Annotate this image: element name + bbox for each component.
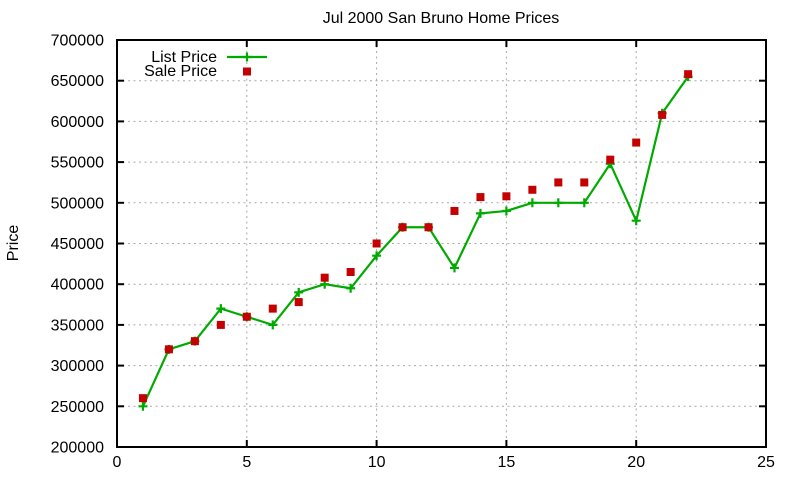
x-tick-label: 20 bbox=[627, 454, 645, 471]
y-tick-label: 450000 bbox=[51, 236, 104, 253]
cross-marker bbox=[631, 216, 641, 226]
axis-ticks bbox=[116, 39, 767, 448]
cross-marker bbox=[501, 206, 511, 216]
square-marker bbox=[580, 178, 589, 187]
list-price-line bbox=[141, 75, 690, 407]
cross-marker bbox=[268, 320, 278, 330]
legend-label-sale-price: Sale Price bbox=[144, 63, 217, 80]
square-marker bbox=[268, 304, 277, 313]
square-marker bbox=[398, 223, 407, 232]
legend-cross-sample bbox=[242, 52, 252, 62]
square-marker bbox=[320, 273, 329, 282]
square-marker bbox=[632, 138, 641, 147]
square-marker bbox=[684, 70, 693, 79]
square-marker bbox=[294, 298, 303, 307]
cross-marker bbox=[449, 263, 459, 273]
square-marker bbox=[216, 320, 225, 329]
square-marker bbox=[502, 192, 511, 201]
y-tick-label: 250000 bbox=[51, 399, 104, 416]
y-axis-label: Price bbox=[5, 225, 22, 262]
y-tick-label: 700000 bbox=[51, 33, 104, 50]
square-marker bbox=[658, 110, 667, 119]
plot-area: 200000 250000 300000 350000 400000 450000 5000… bbox=[51, 33, 775, 472]
x-tick-label: 5 bbox=[242, 454, 251, 471]
cross-marker bbox=[553, 198, 563, 208]
square-marker bbox=[242, 312, 251, 321]
tick-labels: 200000 250000 300000 350000 400000 450000 5000… bbox=[51, 33, 775, 472]
y-tick-label: 200000 bbox=[51, 440, 104, 457]
cross-marker bbox=[294, 287, 304, 297]
square-marker bbox=[346, 267, 355, 276]
cross-marker bbox=[475, 208, 485, 218]
cross-marker bbox=[138, 401, 148, 411]
y-tick-label: 650000 bbox=[51, 73, 104, 90]
x-tick-label: 15 bbox=[498, 454, 516, 471]
cross-marker bbox=[527, 198, 537, 208]
legend-square-sample bbox=[243, 67, 251, 76]
square-marker bbox=[450, 206, 459, 215]
x-tick-label: 10 bbox=[368, 454, 386, 471]
cross-marker bbox=[372, 251, 382, 261]
square-marker bbox=[164, 345, 173, 354]
square-marker bbox=[554, 178, 563, 187]
cross-marker bbox=[216, 304, 226, 314]
series-list-price bbox=[138, 72, 693, 411]
x-tick-label: 0 bbox=[113, 454, 122, 471]
series-sale-price bbox=[138, 70, 693, 403]
gridlines bbox=[117, 40, 766, 447]
square-marker bbox=[138, 394, 147, 403]
square-marker bbox=[424, 223, 433, 232]
y-tick-label: 300000 bbox=[51, 358, 104, 375]
square-marker bbox=[372, 239, 381, 248]
y-tick-label: 550000 bbox=[51, 155, 104, 172]
cross-marker bbox=[579, 198, 589, 208]
square-marker bbox=[528, 185, 537, 194]
cross-marker bbox=[346, 283, 356, 293]
square-marker bbox=[190, 337, 199, 346]
legend-label-list-price: List Price bbox=[151, 49, 217, 66]
y-tick-label: 600000 bbox=[51, 114, 104, 131]
square-marker bbox=[476, 193, 485, 202]
x-tick-label: 25 bbox=[757, 454, 775, 471]
y-tick-label: 350000 bbox=[51, 317, 104, 334]
y-tick-label: 400000 bbox=[51, 277, 104, 294]
legend-sample-list-price bbox=[227, 52, 267, 62]
y-tick-label: 500000 bbox=[51, 195, 104, 212]
chart-title: Jul 2000 San Bruno Home Prices bbox=[323, 10, 560, 27]
square-marker bbox=[606, 155, 615, 164]
